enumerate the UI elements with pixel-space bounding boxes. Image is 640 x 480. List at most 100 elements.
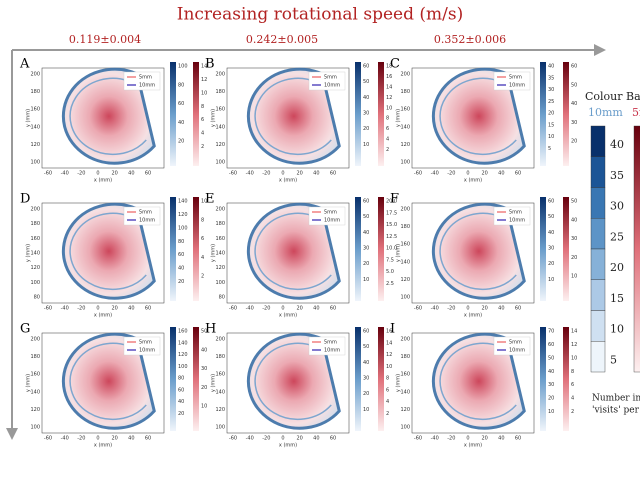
y-tick-label: 160: [400, 242, 410, 248]
colour-step: [590, 341, 606, 373]
x-axis-label: x (mm): [94, 178, 112, 184]
x-tick-label: -40: [431, 436, 439, 442]
x-tick-label: 40: [128, 171, 134, 177]
x-tick-label: 0: [281, 306, 284, 312]
colorbar-tick-label: 20: [363, 126, 369, 132]
x-tick-label: -20: [77, 436, 85, 442]
panel: A 5mm 10mm -60 -40 -20 0 20 40 60 x (mm) 200 180 160 1…: [19, 57, 207, 184]
y-tick-label: 100: [215, 160, 225, 166]
colorbar-tick-label: 12: [386, 95, 392, 101]
panel-colorbar: [193, 62, 199, 166]
heatmap-ring: [439, 342, 517, 421]
panel-letter: C: [390, 57, 400, 72]
colorbar-tick-label: 20: [548, 396, 554, 402]
colorbar-tick-label: 40: [178, 399, 184, 405]
y-tick-label: 140: [30, 124, 40, 130]
speed-label: 0.242±0.005: [246, 33, 318, 46]
colour-bar-tick: 40: [610, 138, 624, 151]
legend-label: 5mm: [324, 75, 337, 81]
colorbar-tick-label: 8: [201, 104, 204, 110]
colorbar-tick-label: 60: [363, 64, 369, 70]
colorbar-tick-label: 10: [571, 274, 577, 280]
y-tick-label: 140: [215, 251, 225, 257]
colorbar-tick-label: 50: [548, 214, 554, 220]
y-tick-label: 100: [30, 160, 40, 166]
x-tick-label: 20: [481, 436, 487, 442]
speed-label: 0.119±0.004: [69, 33, 141, 46]
y-axis-label: y (mm): [26, 244, 32, 262]
y-tick-label: 200: [400, 72, 410, 78]
x-tick-label: 0: [96, 171, 99, 177]
x-tick-label: -40: [61, 436, 69, 442]
colour-bar-tick: 30: [610, 200, 624, 213]
panel-letter: A: [19, 57, 30, 72]
colorbar-tick-label: 120: [178, 212, 188, 218]
x-axis-label: x (mm): [464, 443, 482, 449]
y-tick-label: 140: [400, 124, 410, 130]
colour-bar-title: Colour Bar: [585, 90, 640, 103]
arrow-head: [594, 44, 606, 56]
x-tick-label: 20: [481, 171, 487, 177]
colorbar-tick-label: 2: [201, 144, 204, 150]
y-tick-label: 80: [34, 295, 40, 301]
panel-colorbar: [378, 62, 384, 166]
legend-label: 10mm: [324, 218, 340, 224]
colorbar-tick-label: 25: [548, 99, 554, 105]
x-tick-label: 20: [111, 171, 117, 177]
colorbar-tick-label: 140: [178, 199, 188, 205]
y-tick-label: 140: [30, 389, 40, 395]
heatmap: [431, 332, 526, 430]
legend-label: 10mm: [324, 348, 340, 354]
panel: B 5mm 10mm -60 -40 -20 0 20 40 60 x (mm) 200 180 160 1…: [205, 57, 392, 184]
panel-colorbar: [170, 327, 176, 431]
heatmap: [431, 67, 526, 165]
colorbar-tick-label: 20: [571, 139, 577, 145]
colorbar-tick-label: 6: [386, 387, 389, 393]
x-tick-label: -60: [44, 436, 52, 442]
panel: F 5mm 10mm -60 -40 -20 0 20 40 60 x (mm) 200 180 160 1…: [390, 192, 577, 319]
colorbar-tick-label: 40: [548, 369, 554, 375]
colorbar-tick-label: 60: [178, 101, 184, 107]
y-axis-label: y (mm): [26, 374, 32, 392]
colorbar-tick-label: 16: [386, 74, 392, 80]
y-tick-label: 180: [215, 221, 225, 227]
x-tick-label: 20: [296, 436, 302, 442]
colorbar-tick-label: 20: [363, 391, 369, 397]
colorbar-tick-label: 12.5: [386, 234, 397, 240]
panel-colorbar: [563, 327, 569, 431]
panel: G 5mm 10mm -60 -40 -20 0 20 40 60 x (mm) 200 180 160 1…: [20, 322, 207, 449]
colorbar-tick-label: 40: [201, 347, 207, 353]
colour-step: [590, 310, 606, 342]
colorbar-tick-label: 6: [201, 117, 204, 123]
colorbar-tick-label: 14: [571, 329, 577, 335]
heatmap: [431, 202, 526, 300]
y-axis-label: y (mm): [396, 109, 402, 127]
panel-colorbar: [540, 62, 546, 166]
x-tick-label: -20: [262, 171, 270, 177]
x-tick-label: -60: [44, 306, 52, 312]
y-tick-label: 100: [215, 280, 225, 286]
x-tick-label: 0: [281, 171, 284, 177]
colorbar-tick-label: 10: [201, 90, 207, 96]
y-tick-label: 120: [30, 142, 40, 148]
panel-colorbar: [563, 62, 569, 166]
heatmap: [246, 67, 341, 165]
y-tick-label: 120: [400, 277, 410, 283]
y-axis-label: y (mm): [396, 374, 402, 392]
y-tick-label: 120: [215, 142, 225, 148]
colorbar-tick-label: 8: [386, 116, 389, 122]
colour-bar-tick: 25: [610, 230, 624, 243]
y-tick-label: 200: [30, 207, 40, 213]
y-axis-label: y (mm): [396, 244, 402, 262]
colour-step: [590, 156, 606, 188]
heatmap: [246, 202, 341, 300]
x-tick-label: 20: [111, 306, 117, 312]
y-tick-label: 100: [400, 295, 410, 301]
colorbar-tick-label: 30: [363, 376, 369, 382]
legend-label: 5mm: [324, 210, 337, 216]
x-tick-label: 40: [128, 306, 134, 312]
arrow-head: [6, 428, 18, 440]
y-tick-label: 80: [219, 295, 225, 301]
x-tick-label: -60: [414, 171, 422, 177]
